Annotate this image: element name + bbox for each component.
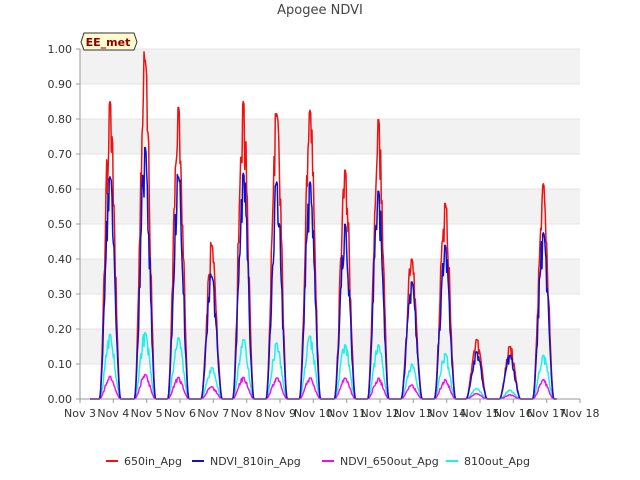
y-tick-label: 0.70: [48, 148, 73, 161]
x-tick-label: Nov 15: [461, 407, 500, 420]
y-tick-label: 0.20: [48, 323, 73, 336]
legend-item-NDVI_810in_Apg: NDVI_810in_Apg: [192, 455, 301, 468]
grid-band: [80, 189, 580, 224]
legend-label: 650in_Apg: [124, 455, 182, 468]
station-badge: EE_met: [80, 32, 138, 51]
x-tick-label: Nov 8: [231, 407, 263, 420]
legend-label: NDVI_650out_Apg: [340, 455, 439, 468]
y-tick-label: 0.90: [48, 78, 73, 91]
grid-band: [80, 259, 580, 294]
badge-box: [80, 32, 138, 51]
x-tick-label: Nov 13: [394, 407, 433, 420]
y-tick-label: 0.00: [48, 393, 73, 406]
grid-band: [80, 119, 580, 154]
x-tick-label: Nov 4: [97, 407, 129, 420]
axes: 0.00 0.10 0.20 0.30 0.40 0.50 0.60 0.70 0.80 0.90…: [48, 43, 600, 420]
y-tick-label: 0.50: [48, 218, 73, 231]
y-tick-label: 0.60: [48, 183, 73, 196]
legend-item-650in_Apg: 650in_Apg: [106, 455, 182, 468]
x-tick-label: Nov 9: [264, 407, 296, 420]
legend-item-NDVI_650out_Apg: NDVI_650out_Apg: [322, 455, 439, 468]
x-tick-label: Nov 14: [427, 407, 466, 420]
chart-title: Apogee NDVI: [277, 3, 363, 18]
y-tick-label: 0.30: [48, 288, 73, 301]
y-tick-label: 0.40: [48, 253, 73, 266]
x-tick-label: Nov 16: [494, 407, 533, 420]
x-tick-label: Nov 6: [164, 407, 196, 420]
badge-label: EE_met: [86, 36, 131, 49]
x-tick-label: Nov 10: [294, 407, 333, 420]
x-tick-label: Nov 11: [327, 407, 366, 420]
y-tick-label: 1.00: [48, 43, 73, 56]
x-tick-label: Nov 3: [64, 407, 96, 420]
legend-label: 810out_Apg: [464, 455, 530, 468]
grid-band: [80, 329, 580, 364]
plot-background: [80, 48, 580, 400]
grid-band: [80, 49, 580, 84]
legend: 650in_Apg NDVI_810in_Apg NDVI_650out_Apg 81…: [106, 455, 530, 468]
y-tick-label: 0.80: [48, 113, 73, 126]
x-tick-label: Nov 7: [197, 407, 229, 420]
y-tick-label: 0.10: [48, 358, 73, 371]
x-tick-label: Nov 17: [527, 407, 566, 420]
legend-item-810out_Apg: 810out_Apg: [446, 455, 530, 468]
legend-label: NDVI_810in_Apg: [210, 455, 301, 468]
x-tick-label: Nov 12: [361, 407, 400, 420]
x-tick-label: Nov 5: [131, 407, 163, 420]
x-tick-label: Nov 18: [561, 407, 600, 420]
